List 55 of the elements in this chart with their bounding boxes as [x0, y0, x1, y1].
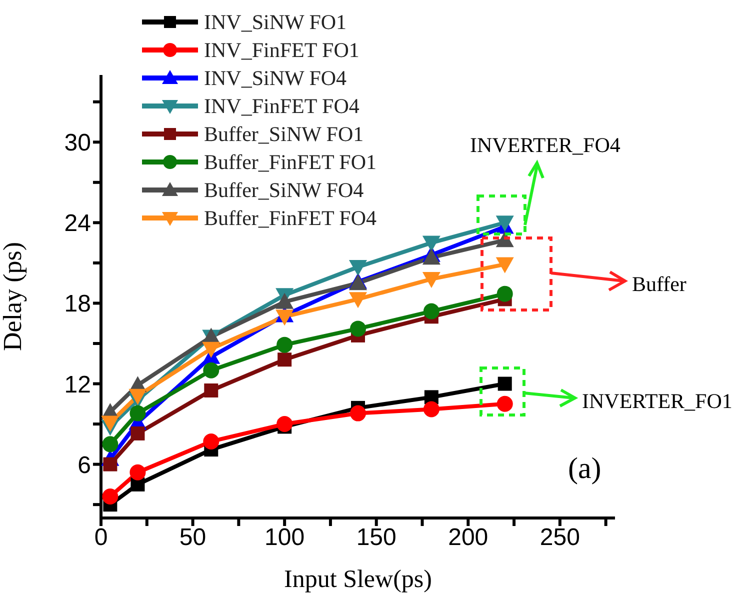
- legend-label: Buffer_FinFET FO1: [204, 150, 376, 174]
- point: [276, 310, 294, 326]
- x-tick-label: 250: [540, 524, 580, 552]
- point: [276, 336, 293, 353]
- legend-label: INV_SiNW FO1: [204, 10, 347, 34]
- point: [423, 303, 440, 320]
- x-tick-label: 0: [94, 524, 108, 552]
- y-tick-label: 18: [64, 290, 91, 318]
- point: [202, 342, 220, 358]
- y-tick-label: 6: [78, 452, 91, 479]
- point: [496, 396, 513, 412]
- x-axis-title: Input Slew(ps): [284, 566, 432, 593]
- x-tick-label: 150: [356, 524, 396, 552]
- annotation: INVERTER_FO4: [470, 133, 621, 157]
- annotation: INVERTER_FO1: [582, 389, 732, 413]
- point: [422, 236, 440, 252]
- text: Buffer: [632, 272, 686, 296]
- point: [498, 376, 512, 391]
- point: [423, 401, 440, 418]
- legend-label: Buffer_FinFET FO4: [204, 206, 376, 230]
- point: [496, 257, 514, 274]
- point: [276, 292, 294, 309]
- point: [278, 352, 292, 367]
- legend-label: Buffer_SiNW FO4: [204, 178, 364, 202]
- point: [349, 292, 367, 308]
- y-axis-title: Delay (ps): [0, 242, 28, 352]
- point: [102, 488, 118, 505]
- point: [422, 248, 440, 265]
- legend-label: INV_FinFET FO1: [204, 38, 360, 62]
- point: [130, 464, 146, 480]
- point: [103, 457, 118, 472]
- point: [276, 416, 293, 432]
- point: [101, 416, 120, 432]
- point: [203, 362, 220, 378]
- annotation: (a): [568, 452, 602, 485]
- point: [422, 272, 440, 288]
- x-tick-label: 100: [264, 524, 305, 552]
- point: [130, 405, 146, 422]
- point: [496, 286, 513, 302]
- legend-label: INV_FinFET FO4: [204, 94, 360, 118]
- point: [350, 405, 366, 422]
- point: [128, 388, 147, 405]
- legend-label: INV_SiNW FO4: [204, 66, 347, 90]
- x-tick-label: 50: [179, 524, 206, 552]
- x-tick-label: 200: [448, 524, 488, 552]
- y-tick-label: 30: [64, 130, 91, 157]
- point: [102, 436, 118, 452]
- point: [349, 260, 367, 276]
- point: [203, 433, 220, 450]
- point: [130, 426, 145, 440]
- y-tick-label: 24: [64, 210, 91, 238]
- legend-label: Buffer_SiNW FO1: [204, 122, 364, 146]
- y-tick-label: 12: [64, 371, 91, 398]
- point: [204, 383, 218, 398]
- point: [350, 320, 366, 337]
